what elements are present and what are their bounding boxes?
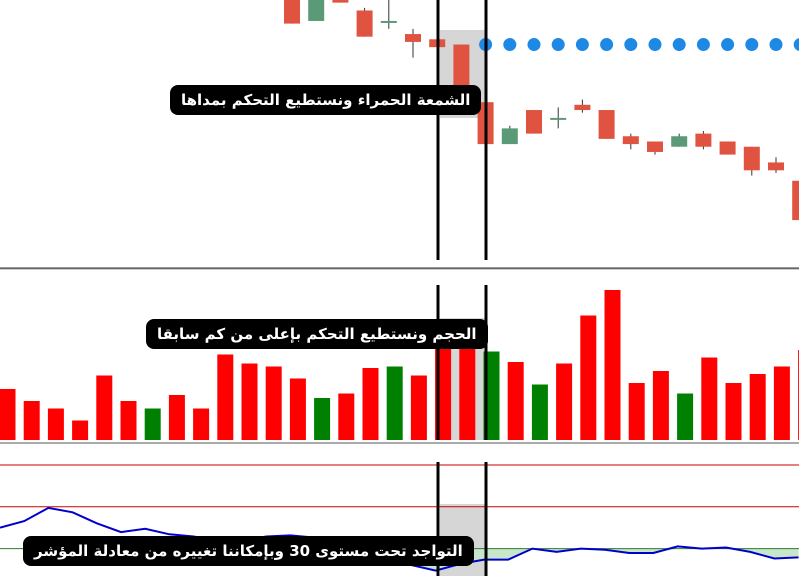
bear-candle: [743, 146, 760, 171]
volume-bar-down: [580, 315, 597, 440]
bear-candle: [332, 0, 349, 3]
candle-callout: الشمعة الحمراء ونستطيع التحكم بمداها: [170, 85, 482, 115]
bull-candle: [308, 0, 325, 21]
volume-bar-down: [289, 378, 306, 440]
bull-candle: [380, 20, 397, 23]
volume-bar-up: [314, 398, 331, 440]
indicator-dot: [551, 38, 565, 52]
indicator-dot: [721, 38, 735, 52]
bear-candle: [405, 34, 421, 42]
volume-bar-up: [386, 366, 403, 440]
bear-candle: [768, 162, 784, 171]
bear-candle: [695, 133, 712, 147]
bear-candle: [598, 110, 615, 139]
indicator-dot: [648, 38, 662, 52]
volume-bar-up: [677, 393, 694, 440]
bear-candle: [284, 0, 300, 24]
volume-bar-down: [0, 389, 16, 440]
indicator-dot: [575, 38, 589, 52]
volume-panel: [0, 290, 799, 440]
indicator-dot: [793, 38, 799, 51]
price-panel: [284, 0, 799, 221]
bull-candle: [501, 128, 518, 145]
volume-bar-down: [652, 371, 669, 440]
volume-bar-down: [193, 408, 210, 440]
vertical-markers: [436, 0, 488, 576]
volume-bar-down: [217, 354, 234, 440]
volume-callout: الحجم ونستطيع التحكم بإعلى من كم سابقا: [146, 319, 488, 349]
volume-bar-down: [265, 366, 282, 440]
volume-bar-down: [725, 383, 742, 440]
indicator-callout: التواجد تحت مستوى 30 وبإمكاننا تغييره من…: [23, 536, 474, 566]
indicator-dot: [527, 38, 541, 52]
volume-bar-down: [47, 408, 64, 440]
bear-candle: [526, 110, 542, 134]
indicator-dot: [769, 38, 783, 52]
volume-bar-down: [410, 375, 427, 440]
indicator-dot: [503, 38, 517, 52]
bear-candle: [719, 141, 736, 155]
volume-bar-down: [338, 393, 355, 440]
volume-bar-down: [241, 363, 258, 440]
volume-bar-down: [459, 339, 476, 440]
bear-candle: [792, 180, 799, 221]
volume-bar-down: [120, 401, 137, 440]
bear-candle: [356, 10, 373, 37]
bear-candle: [574, 104, 591, 111]
volume-bar-down: [628, 383, 645, 440]
bull-candle: [671, 136, 688, 147]
bull-candle: [550, 117, 567, 120]
indicator-dot: [696, 38, 710, 52]
volume-bar-down: [773, 366, 790, 440]
volume-bar-down: [96, 375, 113, 440]
volume-bar-down: [749, 374, 766, 440]
bear-candle: [647, 141, 663, 152]
volume-bar-down: [556, 363, 573, 440]
indicator-dot: [624, 38, 638, 52]
volume-bar-up: [531, 384, 548, 440]
bear-candle: [622, 136, 639, 145]
volume-bar-down: [168, 395, 185, 440]
volume-bar-down: [507, 362, 524, 440]
indicator-dot: [600, 38, 614, 52]
indicator-dot: [745, 38, 759, 52]
volume-bar-down: [701, 357, 718, 440]
volume-bar-down: [604, 290, 621, 440]
volume-bar-up: [144, 408, 161, 440]
volume-bar-down: [72, 420, 89, 440]
volume-bar-down: [23, 401, 40, 440]
indicator-dot: [672, 38, 686, 52]
volume-bar-down: [362, 368, 379, 440]
